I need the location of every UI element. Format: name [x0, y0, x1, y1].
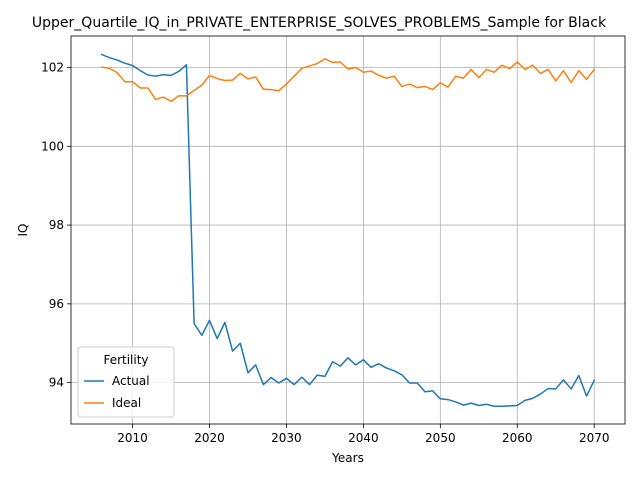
x-axis-ticks: 2010 2020 2030 2040 2050 2060 2070 [117, 424, 609, 445]
axes [70, 35, 626, 425]
legend-box [77, 346, 175, 418]
x-tick-label: 2020 [194, 431, 225, 445]
plot-frame [70, 35, 626, 425]
x-tick-label: 2010 [117, 431, 148, 445]
series-lines [100, 53, 596, 408]
y-tick-label: 102 [41, 61, 64, 75]
x-tick-label: 2040 [348, 431, 379, 445]
series-line-ideal [100, 58, 596, 103]
legend-title: Fertility [103, 353, 148, 367]
y-tick-label: 94 [49, 376, 64, 390]
y-tick-label: 98 [49, 218, 64, 232]
grid [71, 36, 625, 424]
legend-label-actual: Actual [112, 374, 150, 388]
y-axis-label: IQ [16, 224, 30, 237]
x-tick-label: 2030 [271, 431, 302, 445]
series-line-actual [100, 53, 596, 408]
legend-label-ideal: Ideal [112, 396, 141, 410]
chart-title: Upper_Quartile_IQ_in_PRIVATE_ENTERPRISE_… [32, 15, 607, 31]
x-tick-label: 2050 [425, 431, 456, 445]
y-tick-label: 96 [49, 297, 64, 311]
x-tick-label: 2060 [502, 431, 533, 445]
legend: Fertility Actual Ideal [77, 346, 175, 418]
x-tick-label: 2070 [579, 431, 610, 445]
y-axis-ticks: 94 96 98 100 102 [41, 61, 71, 390]
x-axis-label: Years [331, 451, 364, 465]
y-tick-label: 100 [41, 139, 64, 153]
